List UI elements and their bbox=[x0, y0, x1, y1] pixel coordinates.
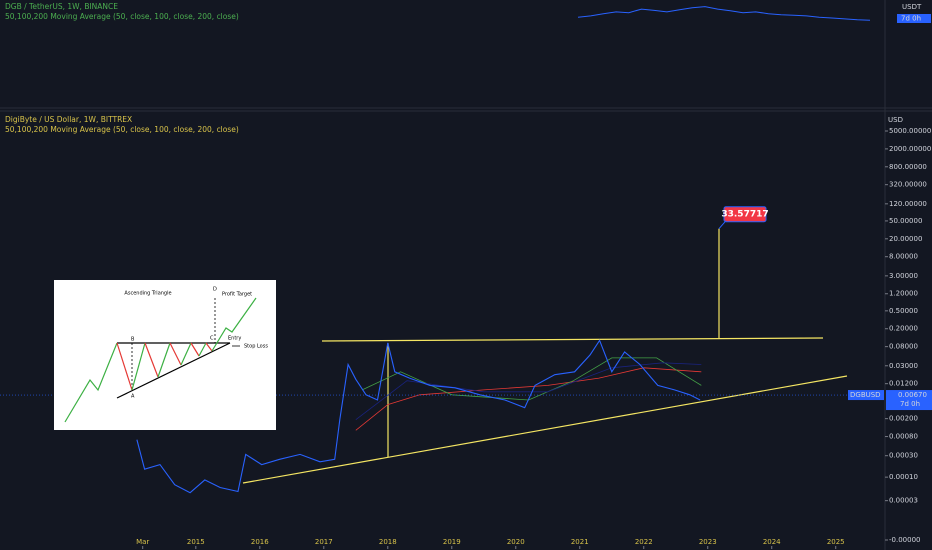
inset-support bbox=[116, 342, 231, 399]
x-tick-label: 2023 bbox=[699, 538, 717, 546]
x-tick-label: 2025 bbox=[827, 538, 845, 546]
inset-label: Profit Target bbox=[222, 292, 252, 298]
x-tick-label: 2016 bbox=[251, 538, 269, 546]
y-tick-label: 0.03000 bbox=[889, 362, 918, 370]
y-tick-label: 2000.00000 bbox=[889, 145, 931, 153]
target-label: 33.57717 bbox=[721, 210, 768, 220]
inset-up bbox=[64, 342, 118, 423]
inset-label: Stop Loss bbox=[244, 344, 268, 350]
y-tick-label: -0.00000 bbox=[889, 536, 920, 544]
y-tick-label: 0.20000 bbox=[889, 325, 918, 333]
y-tick-label: 0.08000 bbox=[889, 343, 918, 351]
y-tick-label: 0.50000 bbox=[889, 307, 918, 315]
resistance-line bbox=[321, 337, 824, 342]
support-line bbox=[242, 375, 848, 484]
target-box bbox=[723, 206, 767, 223]
price-box bbox=[886, 390, 932, 411]
inset-title: Ascending Triangle bbox=[124, 291, 171, 297]
y-tick-label: 320.00000 bbox=[889, 181, 927, 189]
price-label: 0.00670 bbox=[898, 391, 927, 399]
inset-label: Entry bbox=[228, 336, 241, 342]
inset-diagram: Ascending Triangle D Profit Target B C E… bbox=[54, 6, 888, 430]
top-title: DGB / TetherUS, 1W, BINANCE bbox=[5, 2, 118, 11]
x-tick-label: Mar bbox=[136, 538, 149, 546]
y-tick-label: 0.00003 bbox=[889, 497, 918, 505]
inset-breakout bbox=[211, 297, 257, 352]
top-countdown-box bbox=[897, 14, 931, 23]
y-tick-label: 0.00200 bbox=[889, 415, 918, 423]
y-tick-label: 0.00010 bbox=[889, 473, 918, 481]
x-tick-label: 2018 bbox=[379, 538, 397, 546]
x-tick-label: 2022 bbox=[635, 538, 653, 546]
y-tick-label: 0.01200 bbox=[889, 380, 918, 388]
inset-background bbox=[54, 280, 276, 430]
price-countdown: 7d 0h bbox=[900, 400, 920, 408]
moving-average bbox=[355, 362, 702, 421]
inset-up bbox=[131, 342, 146, 391]
price-line bbox=[577, 6, 871, 21]
x-tick-label: 2020 bbox=[507, 538, 525, 546]
inset-up bbox=[157, 342, 171, 378]
top-countdown: 7d 0h bbox=[901, 15, 921, 23]
inset-label: B bbox=[131, 337, 135, 343]
inset-label: A bbox=[131, 394, 135, 400]
x-tick-label: 2024 bbox=[763, 538, 781, 546]
top-indicator: 50,100,200 Moving Average (50, close, 10… bbox=[5, 12, 239, 21]
inset-label: D bbox=[213, 287, 217, 293]
symbol-box bbox=[848, 390, 884, 401]
main-indicator: 50,100,200 Moving Average (50, close, 10… bbox=[5, 125, 239, 134]
target-pointer bbox=[718, 220, 727, 230]
y-tick-label: 8.00000 bbox=[889, 253, 918, 261]
y-tick-label: 1.20000 bbox=[889, 290, 918, 298]
x-tick-label: 2015 bbox=[187, 538, 205, 546]
x-tick-label: 2019 bbox=[443, 538, 461, 546]
inset-down bbox=[169, 342, 182, 366]
main-axis-unit: USD bbox=[888, 116, 903, 124]
inset-down bbox=[116, 342, 133, 391]
inset-label: C bbox=[210, 336, 214, 342]
x-tick-label: 2017 bbox=[315, 538, 333, 546]
y-tick-label: 0.00080 bbox=[889, 433, 918, 441]
y-tick-label: 20.00000 bbox=[889, 235, 922, 243]
main-title: DigiByte / US Dollar, 1W, BITTREX bbox=[5, 115, 132, 124]
y-tick-label: 800.00000 bbox=[889, 163, 927, 171]
inset-down bbox=[190, 342, 200, 357]
x-tick-label: 2021 bbox=[571, 538, 589, 546]
y-tick-label: 5000.00000 bbox=[889, 127, 931, 135]
inset-down bbox=[144, 342, 159, 378]
top-axis-unit: USDT bbox=[902, 3, 922, 11]
price-line bbox=[136, 339, 701, 494]
y-tick-label: 50.00000 bbox=[889, 217, 922, 225]
inset-down bbox=[205, 342, 213, 352]
symbol-label: DGBUSD bbox=[850, 391, 881, 399]
moving-average bbox=[355, 367, 702, 431]
y-tick-label: 0.00030 bbox=[889, 452, 918, 460]
inset-up bbox=[198, 342, 207, 357]
inset-up bbox=[180, 342, 192, 366]
y-tick-label: 120.00000 bbox=[889, 200, 927, 208]
y-tick-label: 3.00000 bbox=[889, 272, 918, 280]
